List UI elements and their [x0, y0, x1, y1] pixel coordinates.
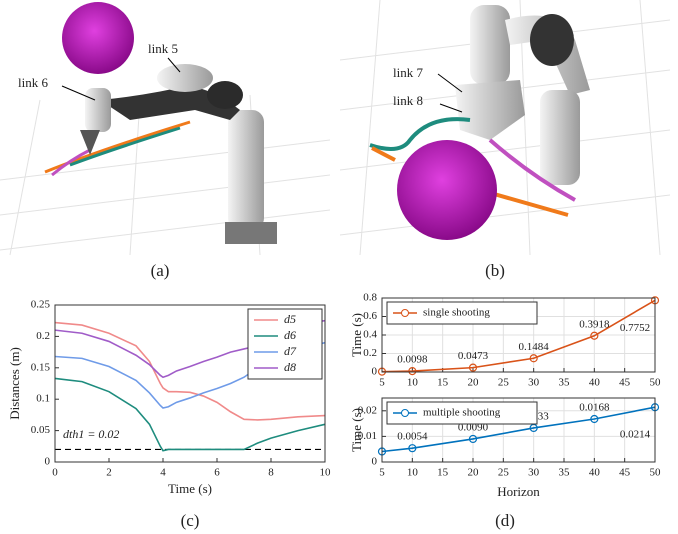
figure-svg: link 6 link 5 (a) link 7 link 8 (b) (c) … — [0, 0, 678, 534]
link-label: link 8 — [393, 93, 423, 108]
x-tick-label: 10 — [320, 467, 332, 479]
x-tick-label: 40 — [589, 377, 601, 389]
x-tick-label: 25 — [498, 377, 510, 389]
x-tick-label: 15 — [437, 377, 449, 389]
y-tick-label: 0 — [372, 456, 378, 468]
legend-label: d5 — [284, 312, 296, 326]
y-tick-label: 0.6 — [363, 310, 377, 322]
x-tick-label: 30 — [528, 467, 540, 479]
y-axis-label: Time (s) — [349, 408, 364, 452]
caption: (d) — [495, 511, 515, 530]
data-label: 0.0054 — [397, 431, 428, 443]
x-tick-label: 20 — [468, 377, 480, 389]
x-tick-label: 50 — [650, 467, 662, 479]
x-tick-label: 35 — [559, 377, 571, 389]
y-tick-label: 0 — [45, 456, 51, 468]
legend-label: d8 — [284, 360, 296, 374]
y-tick-label: 0.2 — [36, 330, 50, 342]
link-label: link 5 — [148, 41, 178, 56]
y-tick-label: 0.2 — [363, 347, 377, 359]
data-label: 0.0098 — [397, 354, 428, 366]
robot-scene-b: link 7 link 8 (b) — [340, 0, 670, 280]
y-axis-label: Distances (m) — [7, 347, 22, 420]
x-tick-label: 50 — [650, 377, 662, 389]
link-label: link 6 — [18, 75, 48, 90]
caption: (b) — [485, 261, 505, 280]
x-tick-label: 6 — [214, 467, 220, 479]
link-label: link 7 — [393, 65, 423, 80]
x-tick-label: 8 — [268, 467, 274, 479]
figure: link 6 link 5 (a) link 7 link 8 (b) (c) … — [0, 0, 678, 534]
x-tick-label: 2 — [106, 467, 112, 479]
x-axis-label: Time (s) — [168, 481, 212, 496]
y-tick-label: 0.25 — [31, 299, 51, 311]
x-tick-label: 10 — [407, 467, 419, 479]
x-tick-label: 10 — [407, 377, 419, 389]
x-tick-label: 35 — [559, 467, 571, 479]
x-tick-label: 0 — [52, 467, 58, 479]
legend-label: d7 — [284, 344, 297, 358]
y-tick-label: 0.15 — [31, 361, 51, 373]
data-label: 0.1484 — [519, 341, 550, 353]
x-tick-label: 45 — [619, 467, 631, 479]
x-tick-label: 20 — [468, 467, 480, 479]
y-tick-label: 0.4 — [363, 329, 377, 341]
x-tick-label: 40 — [589, 467, 601, 479]
y-tick-label: 0.8 — [363, 292, 377, 304]
caption: (a) — [151, 261, 170, 280]
data-label: 0.0214 — [620, 429, 651, 441]
x-tick-label: 45 — [619, 377, 631, 389]
x-tick-label: 30 — [528, 377, 540, 389]
data-label: 0.0473 — [458, 350, 489, 362]
legend-label: single shooting — [423, 307, 490, 319]
x-tick-label: 5 — [379, 467, 385, 479]
data-label: 0.0168 — [579, 402, 610, 414]
legend-marker — [402, 410, 409, 417]
x-tick-label: 5 — [379, 377, 385, 389]
legend-label: multiple shooting — [423, 407, 501, 419]
x-axis-label: Horizon — [497, 484, 540, 499]
legend-marker — [402, 310, 409, 317]
x-tick-label: 25 — [498, 467, 510, 479]
annotation: dth1 = 0.02 — [63, 427, 119, 441]
caption: (c) — [181, 511, 200, 530]
x-tick-label: 4 — [160, 467, 166, 479]
data-label: 0.7752 — [620, 322, 650, 334]
y-tick-label: 0.05 — [31, 424, 51, 436]
data-label: 0.3918 — [579, 318, 610, 330]
y-axis-label: Time (s) — [349, 313, 364, 357]
y-tick-label: 0 — [372, 366, 378, 378]
x-tick-label: 15 — [437, 467, 449, 479]
y-tick-label: 0.1 — [36, 393, 50, 405]
legend-label: d6 — [284, 328, 296, 342]
robot-scene-a: link 6 link 5 (a) — [0, 2, 330, 280]
